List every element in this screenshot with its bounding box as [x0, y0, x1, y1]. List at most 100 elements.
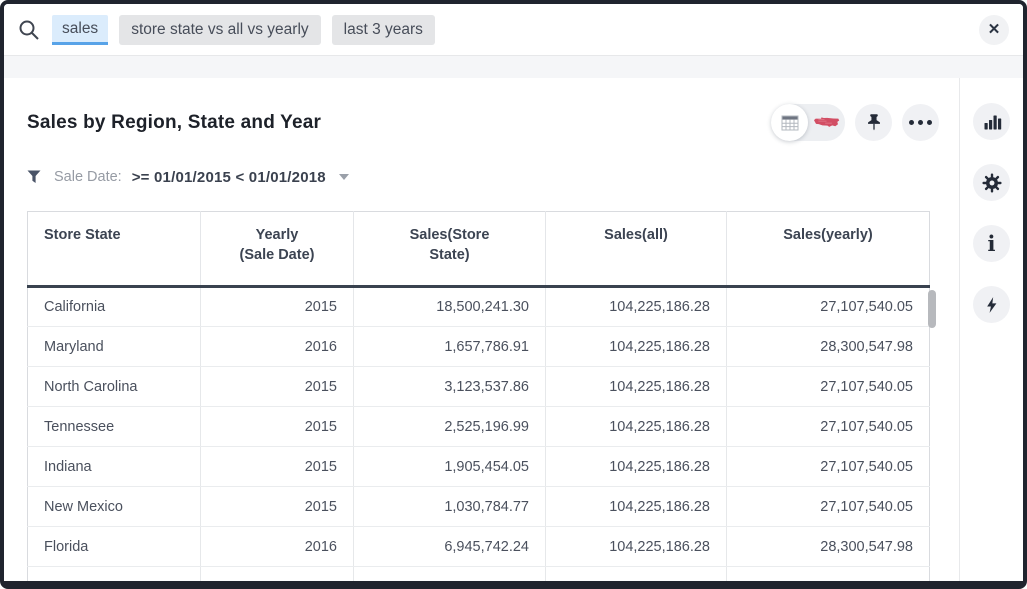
table-cell: North Carolina [27, 366, 201, 407]
table-cell: 1,905,454.05 [353, 446, 546, 487]
header-line: Yearly [255, 227, 299, 243]
result-table: Store State Yearly (Sale Date) Sales(Sto… [27, 211, 930, 581]
filter-funnel-icon [27, 170, 41, 183]
table-cell [353, 566, 546, 581]
table-row: Tennessee 2015 2,525,196.99 104,225,186.28 2… [27, 406, 930, 447]
table-cell: Tennessee [27, 406, 201, 447]
table-scrollbar-thumb[interactable] [928, 290, 936, 328]
table-cell: 2015 [200, 486, 354, 527]
table-cell [726, 566, 930, 581]
chevron-down-icon[interactable] [338, 174, 349, 180]
table-row: North Carolina 2015 3,123,537.86 104,225,18… [27, 366, 930, 407]
table-cell: 27,107,540.05 [726, 446, 930, 487]
table-cell: 2015 [200, 286, 354, 327]
pin-icon [867, 113, 880, 130]
header-line: Sales(yearly) [783, 227, 873, 243]
column-header-sales-yearly[interactable]: Sales(yearly) [726, 211, 930, 287]
more-options-button[interactable] [902, 104, 939, 141]
header-line: Sales(all) [604, 227, 668, 243]
column-header-sales-all[interactable]: Sales(all) [545, 211, 727, 287]
gear-icon [981, 172, 1002, 193]
bar-chart-icon [984, 115, 1001, 129]
table-view-icon [781, 115, 798, 130]
table-header-row: Store State Yearly (Sale Date) Sales(Sto… [27, 211, 930, 287]
more-options-icon [909, 120, 932, 125]
title-row: Sales by Region, State and Year [27, 104, 959, 141]
filter-row: Sale Date: >= 01/01/2015 < 01/01/2018 [27, 167, 959, 187]
close-icon[interactable]: ✕ [979, 14, 1009, 45]
table-cell: 18,500,241.30 [353, 286, 546, 327]
table-cell: 27,107,540.05 [726, 286, 930, 327]
column-header-yearly[interactable]: Yearly (Sale Date) [200, 211, 354, 287]
column-header-sales-store-state[interactable]: Sales(Store State) [353, 211, 546, 287]
search-token-last-3-years[interactable]: last 3 years [331, 14, 435, 45]
table-cell: New Mexico [27, 486, 201, 527]
table-cell: 104,225,186.28 [545, 446, 727, 487]
table-cell: 6,945,742.24 [353, 526, 546, 567]
table-cell: 2,525,196.99 [353, 406, 546, 447]
map-chart-view-icon [814, 117, 840, 127]
table-cell: 28,300,547.98 [726, 326, 930, 367]
table-cell: 27,107,540.05 [726, 366, 930, 407]
search-token-store-state[interactable]: store state vs all vs yearly [119, 14, 321, 45]
table-cell: 27,107,540.05 [726, 406, 930, 447]
page-title: Sales by Region, State and Year [27, 111, 322, 133]
search-icon [19, 20, 39, 40]
info-button[interactable]: i [973, 225, 1010, 262]
table-cell: California [27, 286, 201, 327]
insights-button[interactable] [973, 286, 1010, 323]
header-line: Store State [44, 227, 121, 243]
table-cell: Indiana [27, 446, 201, 487]
table-cell: Florida [27, 526, 201, 567]
filter-value[interactable]: >= 01/01/2015 < 01/01/2018 [131, 168, 326, 186]
table-cell: 2016 [200, 326, 354, 367]
table-cell: 1,657,786.91 [353, 326, 546, 367]
header-line: Sales(Store [409, 227, 490, 243]
table-cell: 104,225,186.28 [545, 526, 727, 567]
result-table-container: Store State Yearly (Sale Date) Sales(Sto… [27, 211, 936, 581]
table-cell [200, 566, 354, 581]
chart-options-button[interactable] [973, 103, 1010, 140]
table-view-button[interactable] [771, 104, 808, 141]
table-cell: 2015 [200, 446, 354, 487]
search-token-list: sales store state vs all vs yearly last … [52, 14, 435, 45]
map-chart-view-button[interactable] [808, 104, 845, 141]
table-cell [545, 566, 727, 581]
table-cell [27, 566, 201, 581]
table-cell: 28,300,547.98 [726, 526, 930, 567]
table-row: Maryland 2016 1,657,786.91 104,225,186.28 28… [27, 326, 930, 367]
table-cell: 27,107,540.05 [726, 486, 930, 527]
table-cell: 2015 [200, 366, 354, 407]
info-icon: i [987, 231, 996, 256]
table-cell: 2016 [200, 526, 354, 567]
table-row: California 2015 18,500,241.30 104,225,186.2… [27, 286, 930, 327]
table-cell: 104,225,186.28 [545, 326, 727, 367]
answer-panel-band [4, 56, 1023, 78]
table-cell: Maryland [27, 326, 201, 367]
viz-type-toggle [771, 104, 845, 141]
lightning-icon [986, 296, 996, 313]
viz-toolbar [771, 104, 939, 141]
column-header-store-state[interactable]: Store State [27, 211, 201, 287]
table-cell: 104,225,186.28 [545, 486, 727, 527]
search-token-sales[interactable]: sales [52, 14, 109, 45]
content-area: Sales by Region, State and Year [4, 78, 1023, 581]
table-cell: 104,225,186.28 [545, 406, 727, 447]
table-cell: 1,030,784.77 [353, 486, 546, 527]
table-cell: 2015 [200, 406, 354, 447]
table-cell: 3,123,537.86 [353, 366, 546, 407]
search-bar: sales store state vs all vs yearly last … [4, 4, 1023, 56]
table-row: New Mexico 2015 1,030,784.77 104,225,186.28… [27, 486, 930, 527]
answer-panel: Sales by Region, State and Year [4, 78, 959, 581]
table-cell: 104,225,186.28 [545, 366, 727, 407]
settings-button[interactable] [973, 164, 1010, 201]
pin-button[interactable] [855, 104, 892, 141]
table-row-partial [27, 566, 930, 581]
table-row: Florida 2016 6,945,742.24 104,225,186.28 28,… [27, 526, 930, 567]
header-line: State) [429, 247, 470, 263]
right-icon-sidebar: i [959, 78, 1023, 581]
table-row: Indiana 2015 1,905,454.05 104,225,186.28 27,… [27, 446, 930, 487]
header-line: (Sale Date) [239, 247, 315, 263]
table-cell: 104,225,186.28 [545, 286, 727, 327]
